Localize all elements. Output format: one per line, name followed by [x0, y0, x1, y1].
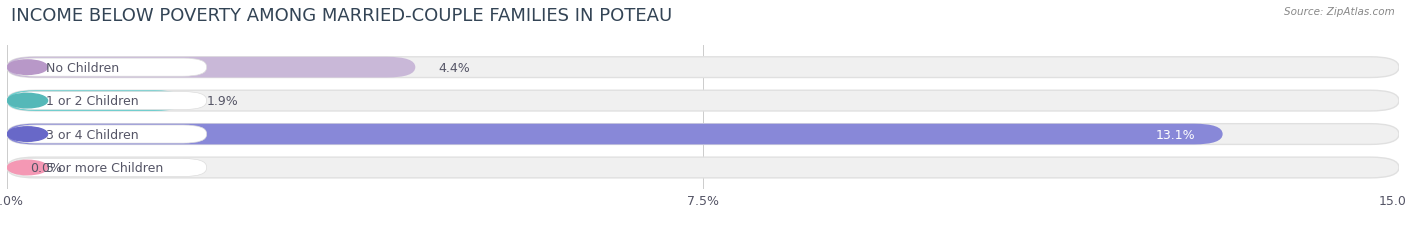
Circle shape [7, 94, 48, 108]
FancyBboxPatch shape [11, 59, 207, 77]
Circle shape [7, 161, 48, 175]
FancyBboxPatch shape [11, 125, 207, 143]
Text: 4.4%: 4.4% [439, 61, 470, 74]
FancyBboxPatch shape [7, 58, 415, 78]
FancyBboxPatch shape [11, 92, 207, 110]
Text: 1.9%: 1.9% [207, 95, 238, 108]
Circle shape [7, 127, 48, 142]
FancyBboxPatch shape [7, 158, 1399, 178]
Text: 3 or 4 Children: 3 or 4 Children [46, 128, 139, 141]
Text: Source: ZipAtlas.com: Source: ZipAtlas.com [1284, 7, 1395, 17]
Circle shape [7, 61, 48, 75]
FancyBboxPatch shape [7, 91, 183, 112]
Text: No Children: No Children [46, 61, 120, 74]
Text: 13.1%: 13.1% [1156, 128, 1195, 141]
FancyBboxPatch shape [7, 58, 1399, 78]
Text: 1 or 2 Children: 1 or 2 Children [46, 95, 139, 108]
FancyBboxPatch shape [7, 124, 1223, 145]
FancyBboxPatch shape [7, 124, 1399, 145]
Text: 5 or more Children: 5 or more Children [46, 161, 163, 174]
FancyBboxPatch shape [11, 159, 207, 177]
Text: 0.0%: 0.0% [31, 161, 62, 174]
FancyBboxPatch shape [7, 91, 1399, 112]
Text: INCOME BELOW POVERTY AMONG MARRIED-COUPLE FAMILIES IN POTEAU: INCOME BELOW POVERTY AMONG MARRIED-COUPL… [11, 7, 672, 25]
